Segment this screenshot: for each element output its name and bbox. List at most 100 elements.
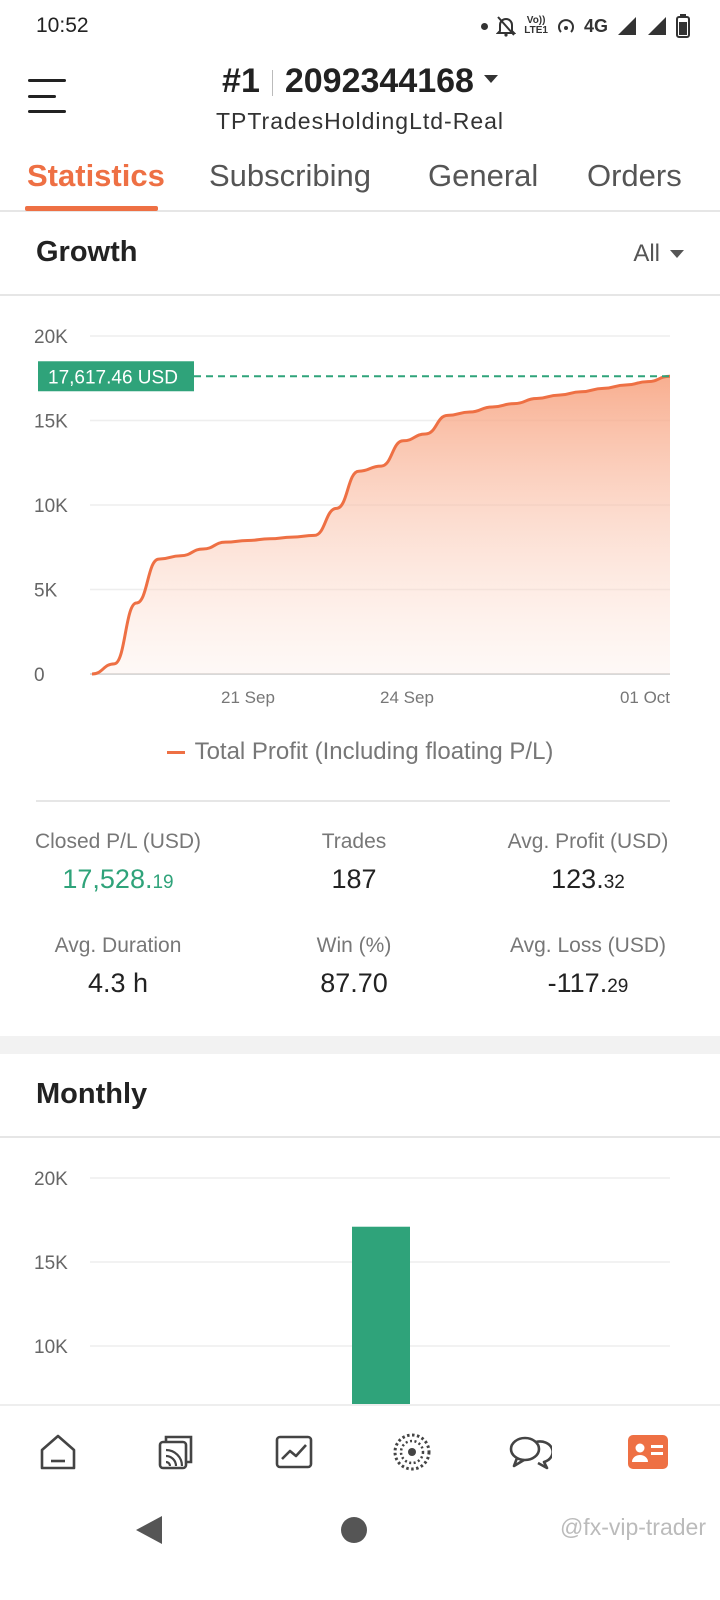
menu-button[interactable]	[28, 76, 70, 116]
home-circle-icon	[341, 1517, 367, 1543]
account-server: TPTradesHoldingLtd-Real	[215, 108, 505, 134]
y-tick-label: 15K	[34, 412, 68, 433]
home-system-button[interactable]	[340, 1516, 368, 1549]
current-value-label: 17,617.46 USD	[48, 367, 178, 388]
volte-icon: Vo)) LTE1	[524, 16, 548, 36]
stat-label: Closed P/L (USD)	[34, 830, 202, 853]
y-tick-label: 15K	[34, 1253, 68, 1274]
x-tick-label: 24 Sep	[380, 688, 434, 707]
stat-value: -117.29	[488, 968, 688, 999]
tab-subscribing[interactable]: Subscribing	[209, 158, 371, 193]
y-tick-label: 20K	[34, 1169, 68, 1190]
growth-chart-svg: 0 5K 10K 15K 20K 17,617.46 USD 21 Sep 24 Sep 0…	[34, 327, 671, 707]
growth-series-line	[91, 374, 671, 676]
range-dropdown[interactable]: All	[633, 240, 684, 268]
growth-section-header: Growth All	[0, 212, 720, 296]
menu-line	[28, 79, 66, 82]
nav-network[interactable]	[390, 1430, 434, 1474]
nav-chart[interactable]	[272, 1430, 316, 1474]
x-tick-label: 21 Sep	[221, 688, 275, 707]
stat-value: 123.32	[488, 864, 688, 895]
stat-value-main: 123.	[551, 864, 604, 894]
stat-win-percent: Win (%) 87.70	[254, 934, 454, 999]
stat-value-main: -117.	[547, 968, 608, 998]
y-tick-label: 10K	[34, 1337, 68, 1358]
active-tab-indicator	[25, 206, 158, 211]
monthly-title: Monthly	[36, 1078, 148, 1110]
copy-trading-icon	[158, 1435, 193, 1470]
monthly-chart-svg: 10K 15K 20K	[34, 1169, 670, 1404]
monthly-section-header: Monthly	[0, 1054, 720, 1138]
legend-label: Total Profit (Including floating P/L)	[194, 738, 554, 765]
stat-label: Trades	[321, 830, 387, 853]
chevron-down-icon	[483, 75, 498, 84]
tab-general[interactable]: General	[428, 158, 539, 193]
y-tick-label: 10K	[34, 496, 68, 517]
stat-closed-pl: Closed P/L (USD) 17,528.19	[18, 830, 218, 895]
legend-swatch	[166, 751, 185, 755]
growth-legend: Total Profit (Including floating P/L)	[0, 738, 720, 766]
stat-avg-duration: Avg. Duration 4.3 h	[18, 934, 218, 999]
volte-bottom-text: LTE1	[524, 25, 548, 36]
x-tick-label: 01 Oct	[620, 688, 670, 707]
divider	[36, 800, 670, 802]
chat-icon	[509, 1436, 552, 1470]
stat-value: 17,528.19	[18, 864, 218, 895]
signal-icon-2	[646, 16, 668, 36]
stat-avg-profit: Avg. Profit (USD) 123.32	[488, 830, 688, 895]
tab-bar: Statistics Subscribing General Orders	[0, 150, 720, 212]
stat-label: Win (%)	[316, 934, 392, 957]
range-value: All	[633, 240, 660, 267]
back-button[interactable]	[134, 1514, 164, 1551]
account-number: #1	[222, 62, 260, 100]
stat-value: 4.3 h	[87, 968, 149, 998]
nav-copy-trading[interactable]	[154, 1430, 198, 1474]
nav-chat[interactable]	[508, 1430, 552, 1474]
network-icon	[393, 1433, 431, 1471]
growth-title: Growth	[36, 236, 138, 268]
growth-area	[92, 376, 670, 674]
stat-value-decimal: 32	[603, 872, 625, 893]
stat-label: Avg. Duration	[54, 934, 182, 957]
stat-label: Avg. Profit (USD)	[507, 830, 669, 853]
profile-card-icon	[628, 1435, 668, 1469]
y-tick-label: 20K	[34, 327, 68, 348]
stat-value-decimal: 29	[607, 976, 629, 997]
menu-line	[28, 110, 66, 113]
nav-profile[interactable]	[626, 1430, 670, 1474]
chevron-down-icon	[670, 250, 684, 258]
status-icons: Vo)) LTE1 4G	[481, 12, 690, 40]
nav-home[interactable]	[36, 1430, 80, 1474]
status-time: 10:52	[36, 14, 89, 37]
signal-icon	[616, 16, 638, 36]
account-selector[interactable]: #1 2092344168	[0, 62, 720, 101]
stat-value-decimal: 19	[152, 872, 174, 893]
system-nav-bar: @fx-vip-trader	[0, 1494, 720, 1600]
monthly-bar	[352, 1226, 410, 1404]
monthly-chart: 10K 15K 20K	[0, 1138, 720, 1404]
battery-icon	[676, 14, 690, 38]
tab-statistics[interactable]: Statistics	[27, 158, 165, 193]
home-icon	[40, 1434, 76, 1470]
current-value-badge	[38, 361, 194, 392]
y-tick-label: 0	[34, 665, 45, 686]
stat-value-main: 17,528.	[62, 864, 153, 894]
bottom-nav	[0, 1404, 720, 1494]
status-bar: 10:52 Vo)) LTE1 4G	[0, 0, 720, 52]
stat-label: Avg. Loss (USD)	[510, 934, 666, 957]
account-id: 2092344168	[284, 62, 474, 100]
mute-bell-icon	[496, 15, 517, 37]
section-gap	[0, 1036, 720, 1054]
network-type-label: 4G	[583, 15, 608, 36]
hotspot-icon	[556, 16, 576, 36]
watermark: @fx-vip-trader	[559, 1514, 706, 1540]
title-separator	[271, 70, 273, 97]
app-header: #1 2092344168 TPTradesHoldingLtd-Real	[0, 52, 720, 148]
stat-trades: Trades 187	[254, 830, 454, 895]
stat-avg-loss: Avg. Loss (USD) -117.29	[488, 934, 688, 999]
tab-orders[interactable]: Orders	[587, 158, 682, 193]
menu-line	[28, 94, 56, 98]
chart-icon	[275, 1435, 313, 1469]
volte-top-text: Vo))	[526, 15, 546, 26]
notification-dot-icon	[481, 22, 489, 30]
